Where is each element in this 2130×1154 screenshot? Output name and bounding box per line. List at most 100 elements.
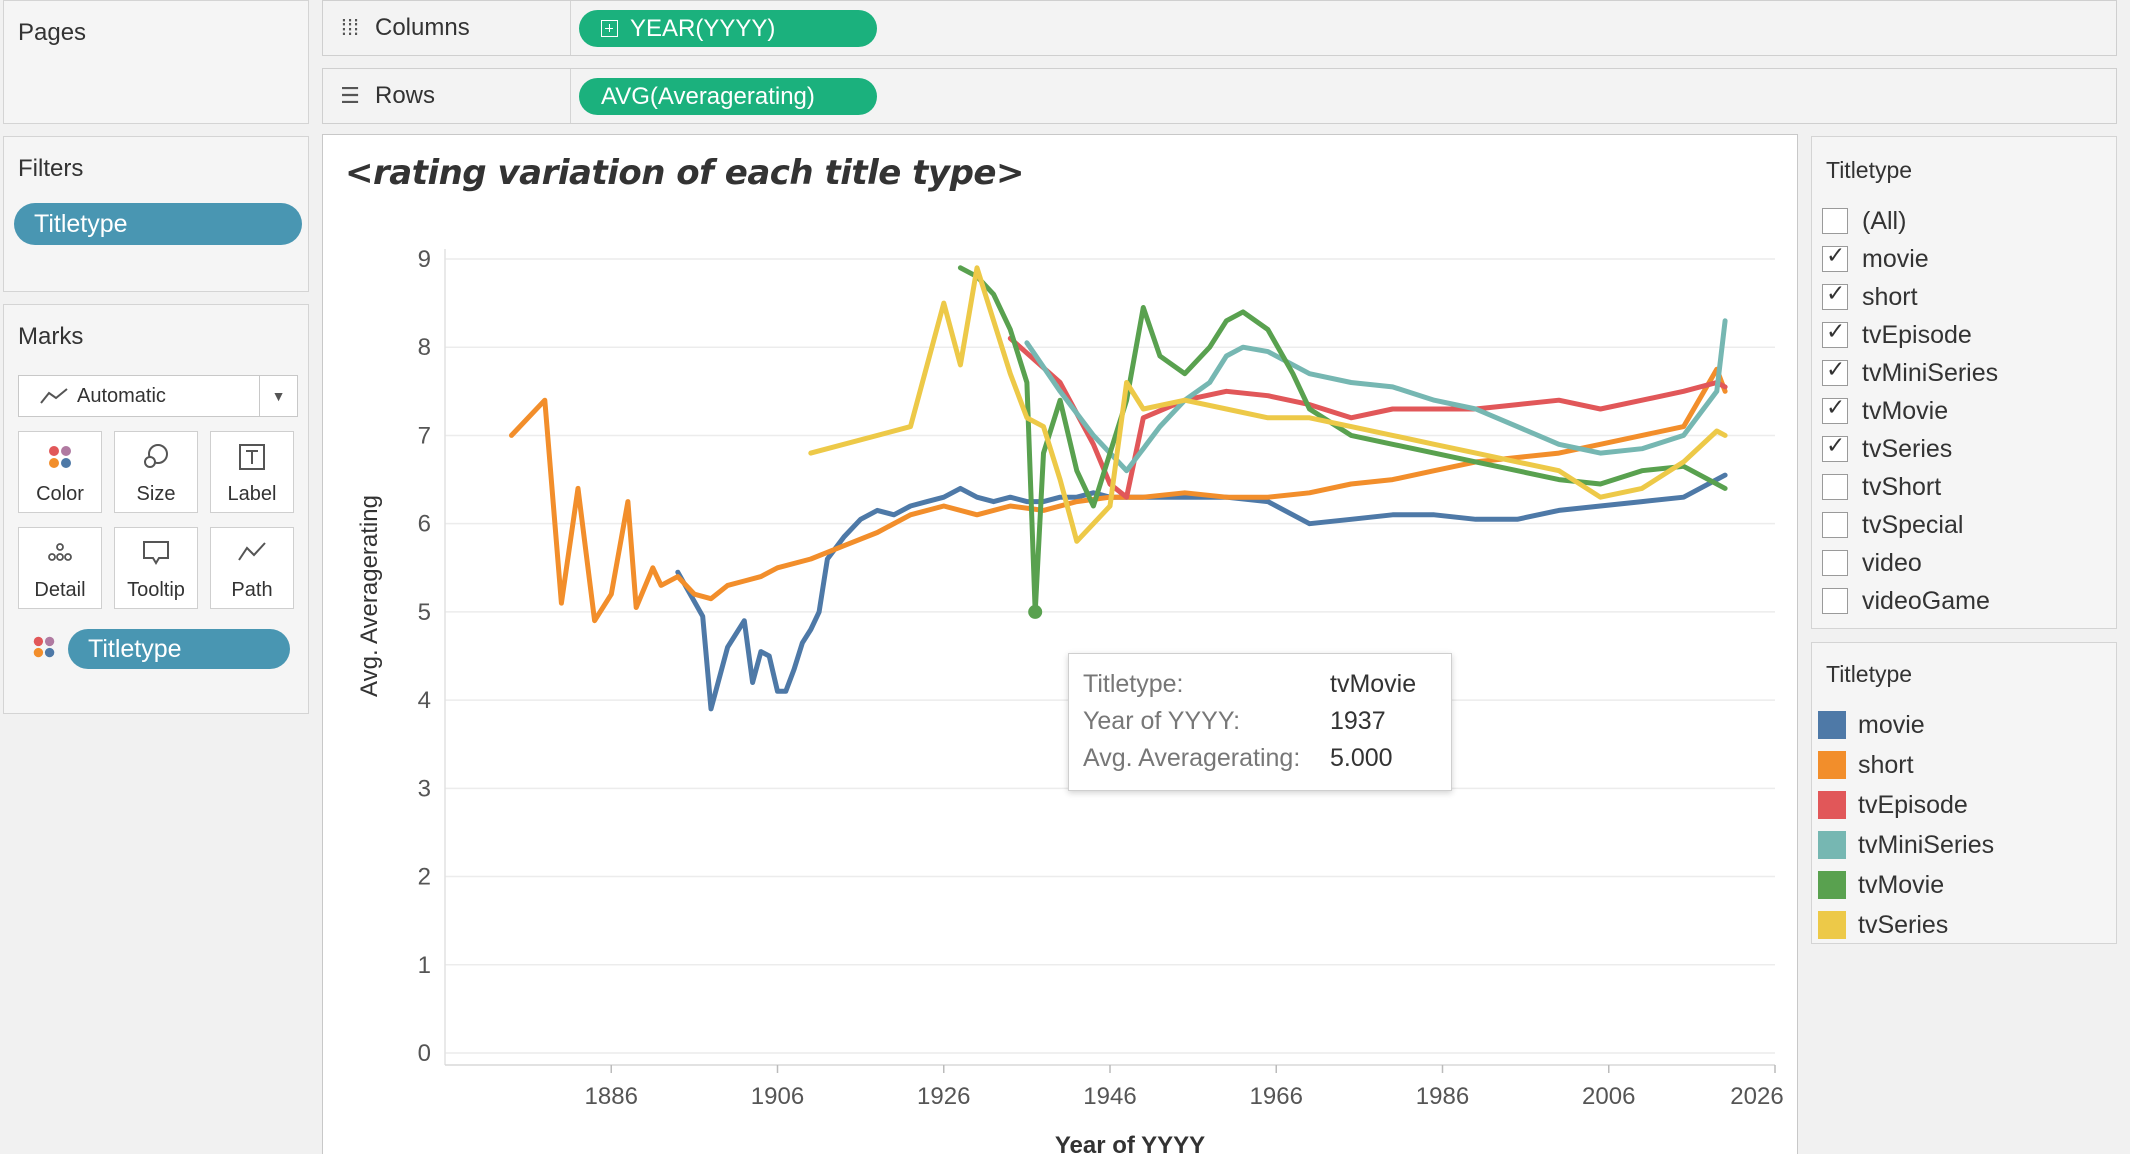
checkbox[interactable] [1822, 474, 1848, 500]
filter-item[interactable]: tvShort [1822, 469, 1941, 505]
filter-item[interactable]: videoGame [1822, 583, 1990, 619]
detail-button[interactable]: Detail [18, 527, 102, 609]
filter-item[interactable]: tvMovie [1822, 393, 1948, 429]
tooltip-label-year: Year of YYYY: [1083, 707, 1241, 735]
line-chart[interactable]: 0 1 2 3 4 5 6 7 8 9 1886 1906 1926 1946 1966 1986 2006 20… [323, 135, 1799, 1154]
legend-swatch [1818, 831, 1846, 859]
rows-icon: ☰ [340, 83, 360, 108]
tooltip-label-avg: Avg. Averagerating: [1083, 744, 1301, 772]
label-icon [239, 444, 265, 470]
marks-title: Marks [18, 323, 84, 350]
legend-item-label: tvMovie [1858, 870, 1945, 899]
path-button[interactable]: Path [210, 527, 294, 609]
legend-title: Titletype [1826, 661, 1913, 687]
label-button[interactable]: Label [210, 431, 294, 513]
legend-item-label: tvMiniSeries [1858, 830, 1995, 859]
checkbox[interactable] [1822, 512, 1848, 538]
series-line-movie [675, 472, 1728, 712]
filters-card[interactable]: Filters Titletype [3, 136, 309, 292]
filter-item-label: (All) [1862, 206, 1907, 235]
y-tick-label: 8 [418, 334, 431, 361]
chevron-down-icon[interactable]: ▼ [259, 376, 297, 416]
y-axis-title: Avg. Averagerating [356, 495, 383, 697]
marks-card: Marks Automatic ▼ Color Size Label [3, 304, 309, 714]
expand-icon[interactable] [601, 20, 618, 37]
rows-shelf-label: ☰ Rows [323, 69, 571, 123]
legend-item[interactable]: movie [1818, 707, 1925, 743]
mark-type-dropdown[interactable]: Automatic ▼ [18, 375, 298, 417]
legend-item-label: short [1858, 750, 1914, 779]
checkbox[interactable] [1822, 395, 1848, 424]
tooltip-value-year: 1937 [1330, 707, 1386, 735]
columns-pill-year[interactable]: YEAR(YYYY) [579, 10, 877, 47]
line-mark-icon [40, 388, 68, 404]
x-tick-label: 1906 [751, 1083, 804, 1110]
x-tick-label: 2026 [1730, 1083, 1783, 1110]
rows-shelf[interactable]: ☰ Rows AVG(Averagerating) [322, 68, 2117, 124]
y-tick-label: 1 [418, 952, 431, 979]
legend-swatch [1818, 751, 1846, 779]
legend-item[interactable]: short [1818, 747, 1914, 783]
chart-panel: <rating variation of each title type> 0 1… [322, 134, 1798, 1154]
checkbox[interactable] [1822, 208, 1848, 234]
legend-swatch [1818, 911, 1846, 939]
checkbox[interactable] [1822, 550, 1848, 576]
legend-item[interactable]: tvMiniSeries [1818, 827, 1994, 863]
detail-button-label: Detail [34, 579, 86, 601]
size-button[interactable]: Size [114, 431, 198, 513]
filter-item-label: tvSeries [1862, 434, 1953, 463]
columns-shelf[interactable]: ⁞⁞⁞ Columns YEAR(YYYY) [322, 0, 2117, 56]
y-tick-label: 9 [418, 246, 431, 273]
series-line-short [509, 366, 1728, 624]
legend-swatch [1818, 791, 1846, 819]
y-tick-label: 5 [418, 599, 431, 626]
color-button[interactable]: Color [18, 431, 102, 513]
color-pill-label: Titletype [88, 634, 182, 663]
y-tick-label: 7 [418, 422, 431, 449]
x-tick-label: 1986 [1416, 1083, 1469, 1110]
color-pill-titletype[interactable]: Titletype [68, 629, 290, 669]
filter-item[interactable]: tvEpisode [1822, 317, 1972, 353]
filter-item[interactable]: movie [1822, 241, 1929, 277]
detail-icon [48, 543, 72, 561]
checkbox[interactable] [1822, 433, 1848, 462]
legend-item[interactable]: tvEpisode [1818, 787, 1968, 823]
x-tick-label: 1966 [1250, 1083, 1303, 1110]
tooltip-button[interactable]: Tooltip [114, 527, 198, 609]
rows-pill-avg[interactable]: AVG(Averagerating) [579, 78, 877, 115]
checkbox[interactable] [1822, 588, 1848, 614]
series-line-tvMiniSeries [1024, 318, 1728, 474]
color-icon [49, 446, 71, 468]
filter-item[interactable]: tvSeries [1822, 431, 1952, 467]
filter-card-title: Titletype [1826, 157, 1913, 183]
y-tick-label: 2 [418, 864, 431, 891]
filter-item-label: tvSpecial [1862, 510, 1964, 539]
legend-item[interactable]: tvMovie [1818, 867, 1944, 903]
highlighted-point [1028, 604, 1043, 619]
filter-item[interactable]: (All) [1822, 203, 1906, 239]
x-tick-label: 2006 [1582, 1083, 1635, 1110]
columns-icon: ⁞⁞⁞ [340, 15, 360, 40]
legend-item[interactable]: tvSeries [1818, 907, 1948, 943]
columns-shelf-label: ⁞⁞⁞ Columns [323, 1, 571, 55]
filter-item[interactable]: video [1822, 545, 1922, 581]
filter-item[interactable]: tvMiniSeries [1822, 355, 1998, 391]
y-tick-label: 6 [418, 511, 431, 538]
checkbox[interactable] [1822, 357, 1848, 386]
rows-pill-label: AVG(Averagerating) [601, 82, 815, 110]
legend-item-label: tvEpisode [1858, 790, 1968, 819]
checkbox[interactable] [1822, 319, 1848, 348]
y-tick-label: 4 [418, 687, 431, 714]
checkbox[interactable] [1822, 281, 1848, 310]
columns-pill-label: YEAR(YYYY) [630, 14, 776, 42]
tooltip-popup: Titletype: tvMovie Year of YYYY: 1937 Av… [1068, 653, 1452, 791]
tooltip-value-titletype: tvMovie [1330, 670, 1417, 698]
checkbox[interactable] [1822, 243, 1848, 272]
filter-item[interactable]: short [1822, 279, 1918, 315]
color-encoding-icon [33, 636, 55, 658]
color-button-label: Color [36, 483, 84, 505]
filter-item-label: videoGame [1862, 586, 1990, 615]
filter-item[interactable]: tvSpecial [1822, 507, 1963, 543]
label-button-label: Label [227, 483, 277, 505]
filter-pill-titletype[interactable]: Titletype [14, 203, 302, 245]
